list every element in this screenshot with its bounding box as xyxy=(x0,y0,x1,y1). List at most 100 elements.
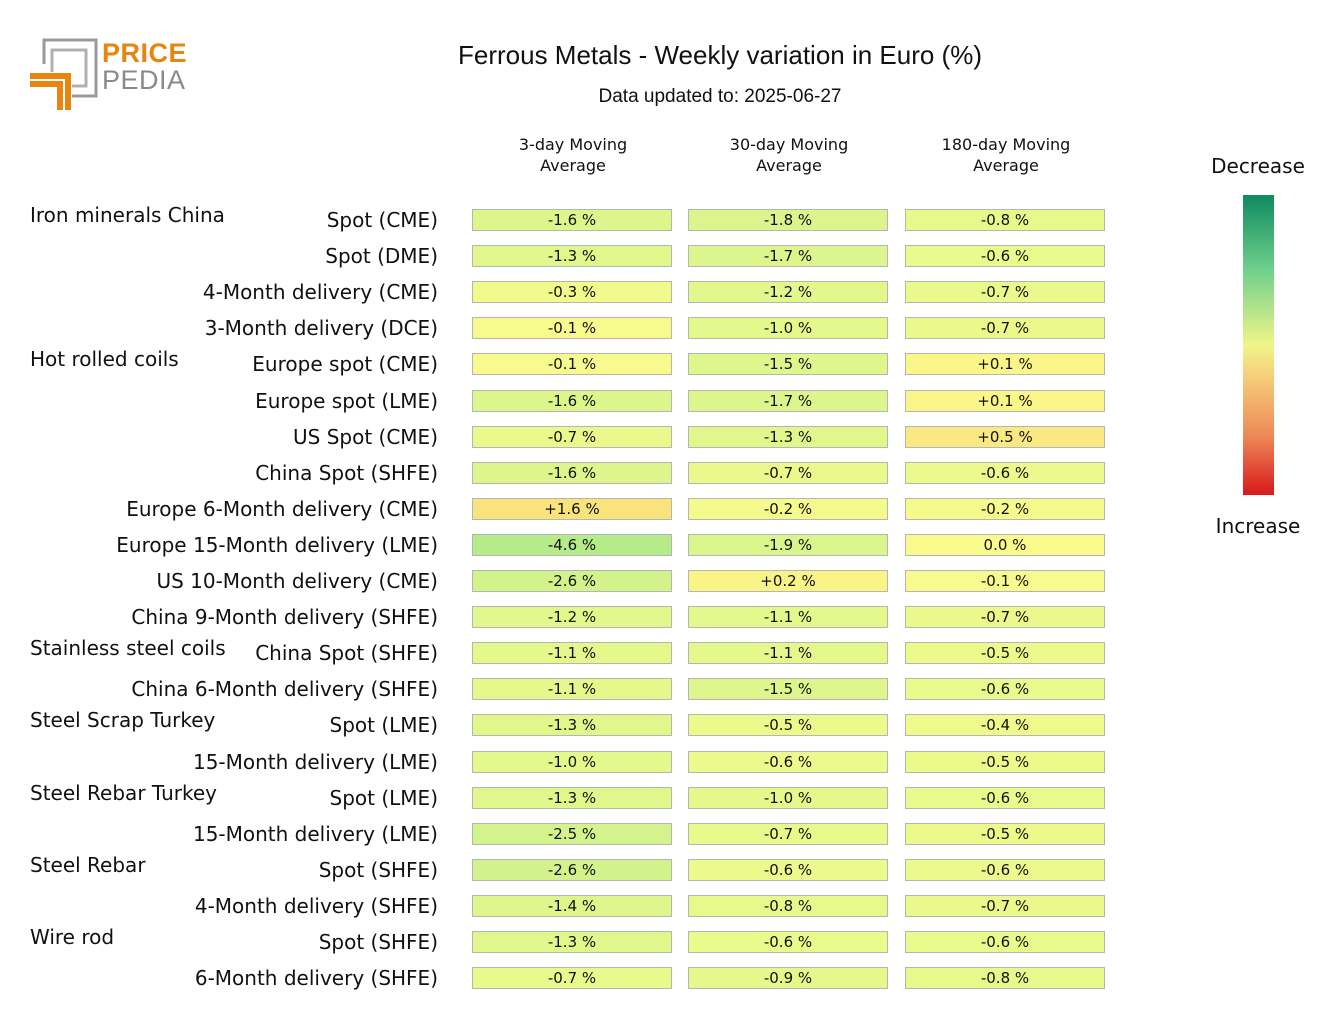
group-label: Steel Scrap Turkey xyxy=(30,708,216,733)
value-cell: -1.3 % xyxy=(472,786,672,809)
value-cell: -1.1 % xyxy=(688,606,888,629)
logo-pedia-text: PEDIA xyxy=(102,65,186,95)
row-label: 15-Month delivery (LME) xyxy=(192,821,438,846)
value-cell: -0.6 % xyxy=(905,931,1105,953)
value-cell: -0.6 % xyxy=(905,245,1105,268)
value-cell: -0.5 % xyxy=(905,822,1105,845)
value-cell: -0.6 % xyxy=(688,750,888,773)
value-cell: -1.0 % xyxy=(688,786,888,809)
value-cell: -1.3 % xyxy=(688,425,888,448)
value-cell: -1.2 % xyxy=(472,606,672,629)
value-cell: +0.1 % xyxy=(905,353,1105,376)
row-label: Spot (LME) xyxy=(329,713,438,738)
value-cell: +0.5 % xyxy=(905,425,1105,448)
value-cell: -1.8 % xyxy=(688,209,888,231)
value-cell: -0.6 % xyxy=(905,461,1105,484)
row-label: 6-Month delivery (SHFE) xyxy=(194,966,438,991)
value-cell: -0.7 % xyxy=(472,425,672,448)
row-label: China 6-Month delivery (SHFE) xyxy=(131,677,438,702)
column-header-3: 180-day Moving Average xyxy=(905,134,1107,176)
row-label: 4-Month delivery (CME) xyxy=(202,280,438,305)
value-cell: -0.6 % xyxy=(905,678,1105,701)
value-cell: -1.5 % xyxy=(688,353,888,376)
group-label: Stainless steel coils xyxy=(30,636,226,661)
value-cell: -0.7 % xyxy=(688,461,888,484)
pricepedia-logo: PRICE PEDIA xyxy=(30,38,190,110)
row-label: 3-Month delivery (DCE) xyxy=(204,316,438,341)
column-header-1: 3-day Moving Average xyxy=(472,134,674,176)
value-cell: +0.2 % xyxy=(688,570,888,592)
value-cell: -1.9 % xyxy=(688,533,888,556)
row-label: Spot (SHFE) xyxy=(318,930,438,954)
value-cell: -0.7 % xyxy=(688,822,888,845)
row-label: US Spot (CME) xyxy=(293,424,438,449)
value-cell: -1.1 % xyxy=(472,678,672,701)
row-label: Spot (SHFE) xyxy=(318,857,438,882)
value-cell: -1.7 % xyxy=(688,389,888,412)
value-cell: -0.1 % xyxy=(472,353,672,376)
legend-decrease-label: Decrease xyxy=(1211,154,1305,178)
legend-increase-label: Increase xyxy=(1215,514,1301,538)
row-label: 15-Month delivery (LME) xyxy=(192,749,438,774)
value-cell: -1.4 % xyxy=(472,894,672,917)
value-cell: +1.6 % xyxy=(472,497,672,520)
pricepedia-logo-mark xyxy=(30,38,98,110)
value-cell: -1.6 % xyxy=(472,461,672,484)
value-cell: -0.9 % xyxy=(688,967,888,990)
row-label: Europe 15-Month delivery (LME) xyxy=(116,532,438,557)
row-label: Europe 6-Month delivery (CME) xyxy=(126,496,438,521)
value-cell: -0.5 % xyxy=(905,642,1105,665)
value-cell: -0.8 % xyxy=(905,967,1105,990)
column-header-line: 3-day Moving xyxy=(518,135,628,154)
row-label: China Spot (SHFE) xyxy=(255,641,438,666)
column-header-line: Average xyxy=(540,156,606,175)
value-cell: -0.6 % xyxy=(688,858,888,881)
value-cell: -0.7 % xyxy=(905,317,1105,340)
value-cell: -2.6 % xyxy=(472,858,672,881)
value-cell: -0.8 % xyxy=(688,894,888,917)
value-cell: -1.3 % xyxy=(472,714,672,737)
row-label: US 10-Month delivery (CME) xyxy=(156,569,438,593)
value-cell: -0.7 % xyxy=(472,967,672,990)
value-cell: -4.6 % xyxy=(472,533,672,556)
value-cell: -0.1 % xyxy=(472,317,672,340)
value-cell: -0.5 % xyxy=(905,750,1105,773)
value-cell: -0.4 % xyxy=(905,714,1105,737)
value-cell: -0.6 % xyxy=(905,786,1105,809)
value-cell: -1.0 % xyxy=(472,750,672,773)
column-header-line: Average xyxy=(973,156,1039,175)
value-cell: -0.1 % xyxy=(905,570,1105,592)
column-header-2: 30-day Moving Average xyxy=(688,134,890,176)
group-label: Steel Rebar Turkey xyxy=(30,780,217,805)
chart-subtitle: Data updated to: 2025-06-27 xyxy=(598,86,842,107)
value-cell: +0.1 % xyxy=(905,389,1105,412)
chart-title: Ferrous Metals - Weekly variation in Eur… xyxy=(457,40,982,70)
row-label: Spot (DME) xyxy=(325,244,438,269)
value-cell: -1.3 % xyxy=(472,931,672,953)
row-label: Spot (LME) xyxy=(329,785,438,810)
legend-color-scale xyxy=(1243,195,1274,495)
row-label: China Spot (SHFE) xyxy=(255,460,438,485)
group-label: Steel Rebar xyxy=(30,852,146,877)
value-cell: -1.3 % xyxy=(472,245,672,268)
value-cell: -1.2 % xyxy=(688,281,888,304)
group-label: Iron minerals China xyxy=(30,203,225,227)
value-cell: -0.2 % xyxy=(905,497,1105,520)
value-cell: -0.3 % xyxy=(472,281,672,304)
value-cell: -1.5 % xyxy=(688,678,888,701)
value-cell: -1.6 % xyxy=(472,209,672,231)
row-label: Spot (CME) xyxy=(326,208,438,232)
value-cell: -1.7 % xyxy=(688,245,888,268)
column-header-line: 30-day Moving xyxy=(729,135,849,154)
row-label: Europe spot (LME) xyxy=(255,388,438,413)
value-cell: -0.2 % xyxy=(688,497,888,520)
row-label: 4-Month delivery (SHFE) xyxy=(194,893,438,918)
value-cell: -0.7 % xyxy=(905,606,1105,629)
value-cell: -2.6 % xyxy=(472,570,672,592)
row-label: Europe spot (CME) xyxy=(252,352,438,377)
row-label: China 9-Month delivery (SHFE) xyxy=(131,605,438,630)
value-cell: -0.6 % xyxy=(688,931,888,953)
value-cell: -0.6 % xyxy=(905,858,1105,881)
value-cell: -0.7 % xyxy=(905,281,1105,304)
value-cell: -2.5 % xyxy=(472,822,672,845)
